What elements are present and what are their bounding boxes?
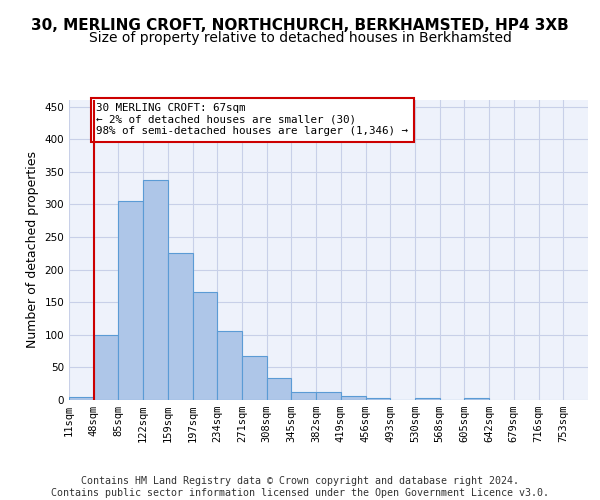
Bar [415, 398, 440, 400]
Bar [341, 396, 365, 400]
Text: Contains HM Land Registry data © Crown copyright and database right 2024.
Contai: Contains HM Land Registry data © Crown c… [51, 476, 549, 498]
Bar [292, 392, 316, 400]
Bar [217, 331, 242, 400]
Bar [464, 398, 489, 400]
Bar [193, 292, 217, 400]
Bar [242, 356, 267, 400]
Bar [365, 398, 390, 400]
Bar [168, 252, 193, 400]
Bar [69, 396, 94, 400]
Bar [143, 180, 168, 400]
Y-axis label: Number of detached properties: Number of detached properties [26, 152, 39, 348]
Bar [118, 201, 143, 400]
Bar [267, 378, 292, 400]
Bar [94, 335, 118, 400]
Bar [316, 392, 341, 400]
Text: 30, MERLING CROFT, NORTHCHURCH, BERKHAMSTED, HP4 3XB: 30, MERLING CROFT, NORTHCHURCH, BERKHAMS… [31, 18, 569, 32]
Text: Size of property relative to detached houses in Berkhamsted: Size of property relative to detached ho… [89, 31, 511, 45]
Text: 30 MERLING CROFT: 67sqm
← 2% of detached houses are smaller (30)
98% of semi-det: 30 MERLING CROFT: 67sqm ← 2% of detached… [96, 104, 408, 136]
